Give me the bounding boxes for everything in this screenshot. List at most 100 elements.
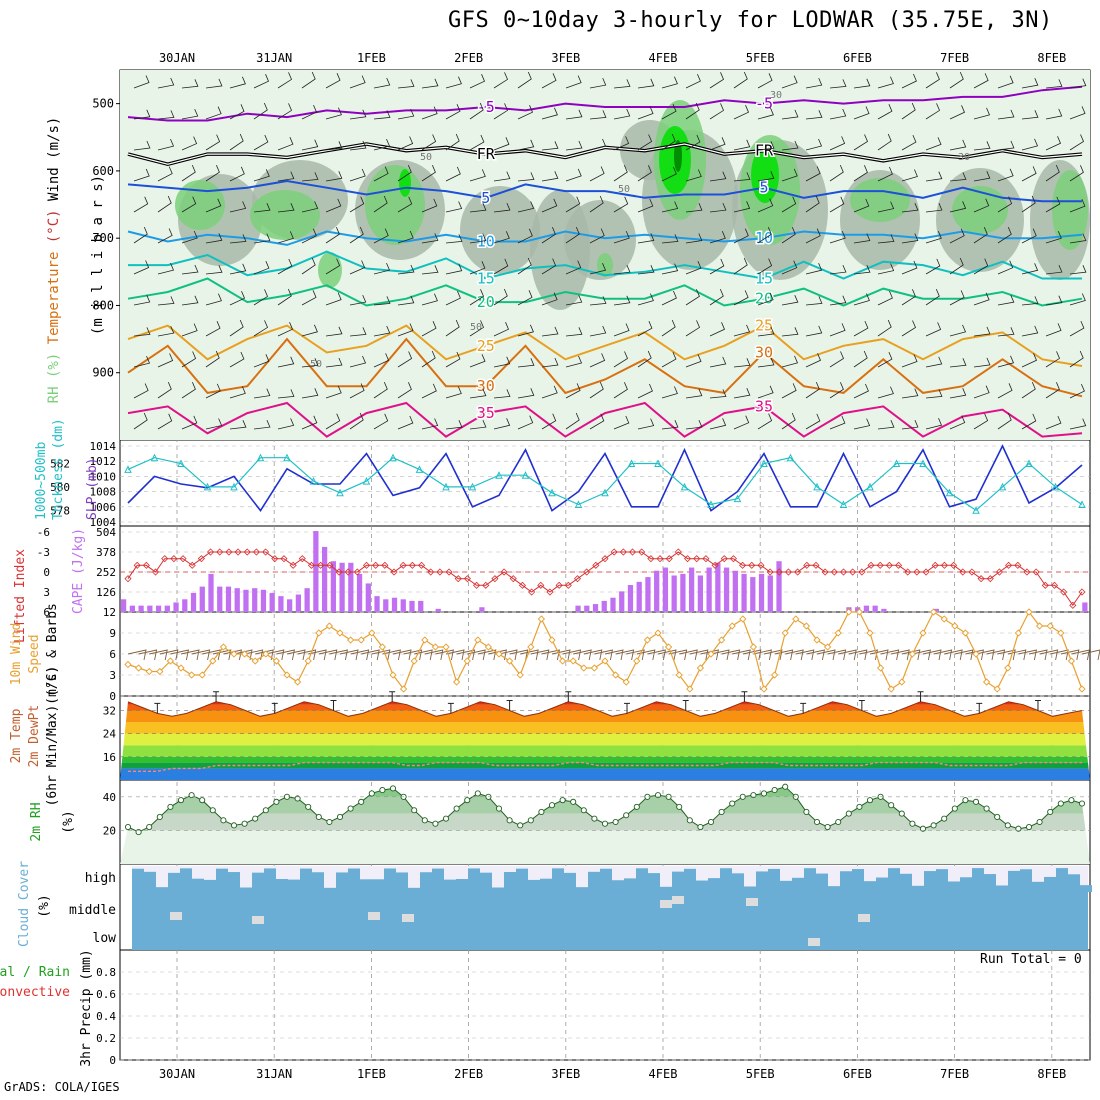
wind-barb	[469, 233, 487, 244]
li-point	[197, 555, 205, 563]
cape-bar	[383, 599, 389, 612]
cloud-high-bar	[432, 868, 444, 892]
wind-barb	[709, 72, 725, 89]
wind-speed-point	[717, 636, 726, 644]
x-tick-label-top: 5FEB	[746, 51, 775, 65]
wind-barb	[757, 326, 775, 337]
wind-barb-10m	[339, 649, 359, 661]
wind-speed-point	[707, 650, 715, 658]
wind-barb	[493, 258, 509, 275]
wind-barb	[157, 381, 172, 399]
rh-point	[1047, 808, 1054, 815]
wind-barb	[685, 169, 702, 182]
wind-barb	[613, 136, 630, 151]
slp-tick-label: 1006	[90, 501, 117, 514]
cloud-high-bar	[240, 887, 252, 892]
rh-point	[813, 818, 821, 826]
wind-barb	[589, 77, 607, 89]
cloud-high-bar	[540, 878, 552, 892]
li-point	[528, 588, 536, 596]
cape-bar	[129, 605, 135, 612]
wind-barb	[541, 107, 558, 120]
wind-speed-point	[961, 629, 970, 637]
x-tick-label-bottom: 3FEB	[551, 1067, 580, 1081]
cloud-high-bar	[888, 868, 900, 892]
li-point	[518, 581, 527, 589]
wind-barb	[181, 415, 198, 430]
cape-bar	[252, 588, 258, 612]
wind-barb	[301, 104, 318, 120]
wind-barb	[205, 418, 223, 430]
wind-barb	[853, 78, 871, 89]
temp-minmax-marker	[506, 699, 513, 711]
li-point	[995, 568, 1004, 576]
wind-barb	[229, 291, 246, 306]
wind-barb	[829, 415, 846, 430]
panel-frame-pcp	[119, 949, 1091, 1061]
li-point	[1078, 588, 1086, 596]
cloud-high-bar	[252, 872, 264, 892]
li-point	[1032, 568, 1040, 576]
cloud-high-bar	[984, 874, 996, 892]
wind-barb	[277, 103, 293, 120]
thickness-point	[1025, 459, 1033, 468]
cape-bar	[627, 585, 634, 612]
cape-bar	[863, 605, 870, 612]
wind-barb	[1045, 164, 1060, 182]
cloud-gap	[368, 912, 380, 920]
cloud-high-bar	[684, 868, 696, 892]
li-point	[252, 548, 260, 556]
cape-bar	[269, 592, 275, 612]
wind-barb	[277, 418, 295, 430]
li-point	[1005, 561, 1013, 569]
wind-barb	[661, 234, 679, 244]
wind-speed-point	[198, 671, 206, 679]
thickness-point	[866, 482, 874, 491]
wind-barb-10m	[594, 649, 613, 661]
wind-speed-point	[770, 671, 779, 679]
cloud-high-bar	[516, 868, 528, 892]
isotherm-label: 15	[755, 270, 773, 288]
cloud-high-bar	[672, 871, 684, 892]
wind-barb	[205, 78, 223, 89]
x-tick-label-top: 31JAN	[256, 51, 292, 65]
wind-speed-point	[240, 650, 249, 658]
thickness-point	[1078, 500, 1086, 508]
wind-barb-10m	[202, 649, 221, 661]
wind-barb	[1045, 351, 1061, 368]
wind-barb	[757, 141, 775, 151]
x-tick-label-bottom: 7FEB	[940, 1067, 969, 1081]
wind-barb	[877, 263, 895, 275]
wind-speed-point	[654, 629, 662, 637]
wind-tick-label: 9	[109, 627, 116, 640]
wind-barb	[589, 381, 604, 399]
wind-barb	[445, 290, 461, 306]
precip-tick-label: 0.2	[96, 1032, 116, 1045]
li-point	[1023, 568, 1031, 576]
wind-barb	[277, 389, 295, 399]
li-tick-label: -3	[37, 546, 50, 559]
wind-barb	[613, 79, 631, 89]
temp-minmax-marker	[389, 691, 396, 702]
y-tick-label: 700	[92, 231, 114, 245]
wind-barb	[1045, 323, 1062, 337]
wind-barb	[397, 196, 413, 213]
wind-barb	[397, 382, 412, 399]
cloud-high-bar	[360, 879, 372, 892]
wind-speed-point	[134, 664, 143, 672]
cloud-high-bar	[816, 873, 828, 892]
thickness-point	[309, 476, 318, 485]
wind-barb	[925, 231, 942, 244]
li-point	[555, 581, 563, 589]
cape-bar	[287, 599, 293, 612]
wind-barb	[421, 165, 436, 182]
cloud-high-bar	[840, 871, 852, 892]
wind-barb	[901, 169, 918, 182]
rh-region	[850, 178, 910, 222]
thickness-point	[945, 488, 954, 497]
wind-barb	[421, 198, 438, 213]
li-point	[674, 548, 682, 556]
wind-barb	[565, 196, 581, 213]
cloud-gap	[402, 914, 414, 922]
wind-barb	[325, 73, 341, 89]
